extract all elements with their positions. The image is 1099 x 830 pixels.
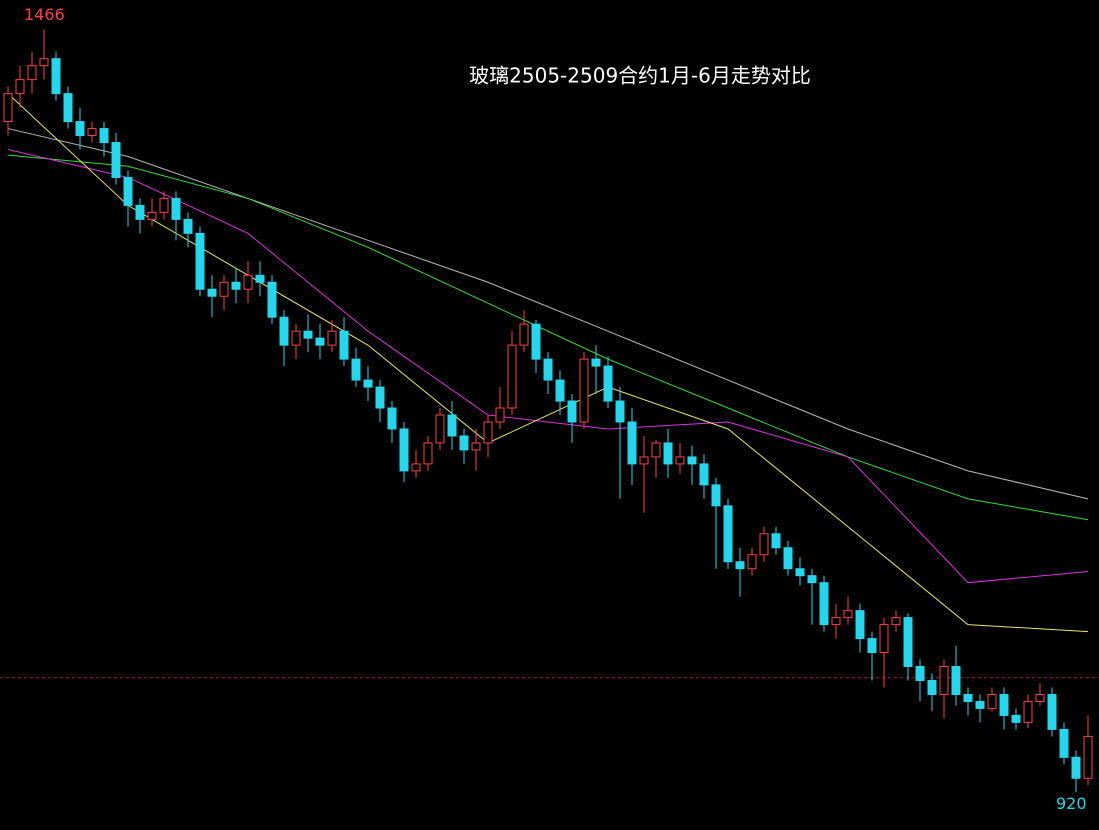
candle-body: [27, 65, 37, 81]
min-label: 920: [1056, 794, 1087, 813]
candle-body: [999, 693, 1009, 716]
candle-body: [927, 679, 937, 695]
candle-body: [1011, 714, 1021, 723]
candle-body: [903, 617, 913, 668]
candle-body: [879, 624, 889, 654]
candle-body: [183, 218, 193, 234]
candle-body: [135, 204, 145, 220]
candle-body: [555, 379, 565, 402]
candle-body: [231, 281, 241, 290]
candle-body: [651, 442, 661, 458]
candle-body: [759, 533, 769, 556]
candle-body: [711, 484, 721, 507]
candle-body: [1047, 693, 1057, 730]
candle-body: [687, 456, 697, 465]
ma-line: [7, 149, 1089, 584]
candle-body: [39, 58, 49, 67]
candle-body: [975, 700, 985, 709]
candle-body: [483, 421, 493, 444]
candle-body: [831, 617, 841, 626]
candle-body: [315, 337, 325, 346]
candle-body: [615, 400, 625, 423]
candle-body: [219, 281, 229, 297]
candle-body: [819, 582, 829, 626]
candle-body: [123, 176, 133, 206]
candle-body: [519, 323, 529, 346]
candle-body: [243, 274, 253, 290]
candle-body: [207, 288, 217, 297]
candle-body: [99, 128, 109, 144]
candle-body: [699, 463, 709, 486]
candle-body: [951, 666, 961, 695]
candle-body: [171, 197, 181, 220]
candle-body: [111, 142, 121, 178]
candle-body: [459, 435, 469, 451]
candle-body: [663, 442, 673, 465]
candle-body: [543, 358, 553, 381]
ma-line: [7, 128, 1089, 500]
candle-body: [579, 358, 589, 423]
candle-body: [855, 610, 865, 640]
candle-body: [795, 568, 805, 577]
candle-body: [255, 274, 265, 283]
candle-body: [435, 414, 445, 444]
candle-body: [195, 232, 205, 290]
candle-body: [1023, 700, 1033, 723]
candle-body: [843, 610, 853, 619]
candle-body: [387, 407, 397, 430]
candle-body: [3, 93, 13, 123]
candle-body: [267, 281, 277, 318]
candle-body: [1059, 728, 1069, 758]
candle-body: [627, 421, 637, 465]
candle-body: [159, 197, 169, 213]
candle-body: [783, 547, 793, 570]
candle-body: [807, 575, 817, 584]
candle-body: [735, 561, 745, 570]
candle-body: [723, 505, 733, 563]
ma-line: [7, 154, 1089, 521]
candle-body: [987, 693, 997, 709]
candle-body: [963, 693, 973, 702]
candle-body: [591, 358, 601, 367]
candle-body: [1071, 756, 1081, 779]
candle-body: [495, 407, 505, 423]
candle-body: [63, 93, 73, 123]
chart-title: 玻璃2505-2509合约1月-6月走势对比: [469, 64, 811, 88]
candle-body: [87, 128, 97, 137]
candle-body: [639, 456, 649, 465]
candle-body: [471, 442, 481, 451]
candle-body: [507, 344, 517, 409]
candle-body: [51, 58, 61, 95]
candle-body: [675, 456, 685, 465]
candle-body: [747, 554, 757, 570]
candle-body: [771, 533, 781, 549]
candle-body: [1035, 693, 1045, 702]
candle-body: [411, 463, 421, 472]
candle-body: [423, 442, 433, 465]
candle-body: [375, 386, 385, 409]
candle-body: [867, 638, 877, 654]
candle-body: [351, 358, 361, 381]
candle-body: [603, 365, 613, 402]
candle-body: [447, 414, 457, 437]
candle-body: [939, 666, 949, 695]
candle-body: [567, 400, 577, 423]
candle-body: [291, 330, 301, 346]
candle-body: [279, 316, 289, 346]
candle-body: [339, 330, 349, 360]
candle-body: [327, 330, 337, 346]
candle-body: [915, 666, 925, 681]
candle-body: [531, 323, 541, 360]
candle-body: [891, 617, 901, 626]
candle-body: [303, 330, 313, 339]
candle-body: [15, 79, 25, 95]
candle-body: [399, 428, 409, 472]
candle-body: [147, 211, 157, 220]
candle-body: [75, 121, 85, 137]
max-label: 1466: [24, 5, 65, 24]
candle-body: [1083, 735, 1093, 779]
candle-body: [363, 379, 373, 388]
